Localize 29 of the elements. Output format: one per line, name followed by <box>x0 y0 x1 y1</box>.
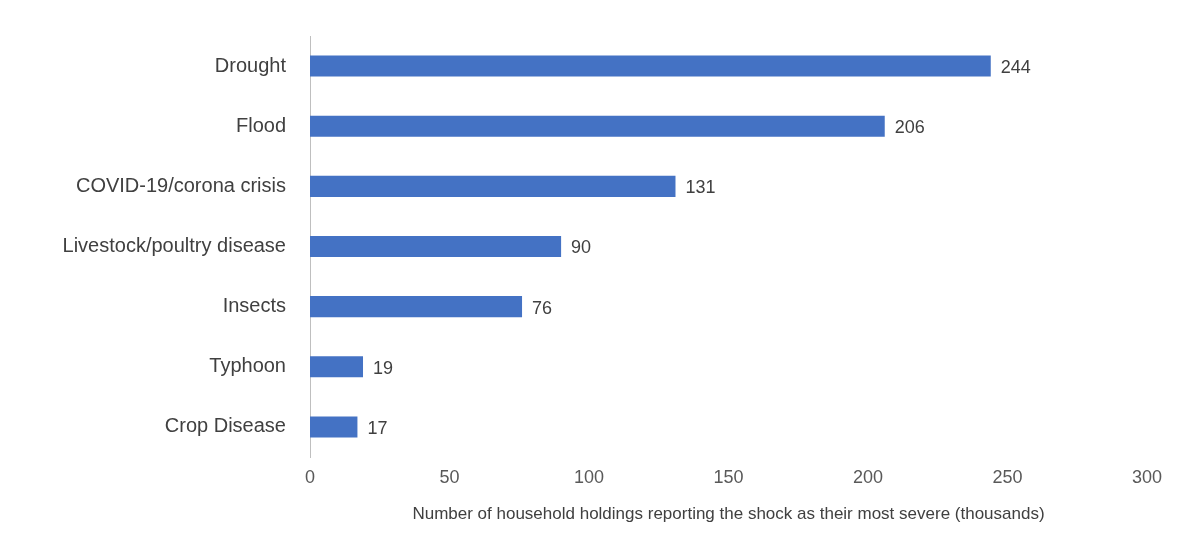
y-tick-label: Insects <box>222 294 286 317</box>
bar <box>310 296 523 318</box>
x-tick-label: 200 <box>852 466 884 487</box>
bar <box>310 416 358 438</box>
data-label: 244 <box>1000 57 1031 78</box>
data-label: 90 <box>571 237 592 258</box>
bar <box>310 115 885 137</box>
x-axis-title: Number of household holdings reporting the shock as their most severe (thousands) <box>412 504 1045 524</box>
data-label: 19 <box>373 357 394 378</box>
bar <box>310 356 364 378</box>
x-tick-label: 250 <box>992 466 1023 487</box>
data-label: 206 <box>894 117 925 138</box>
bar <box>310 175 676 197</box>
y-tick-label: Flood <box>235 113 286 136</box>
y-tick-label: Crop Disease <box>164 414 286 437</box>
x-tick-label: 100 <box>573 466 605 487</box>
data-label: 17 <box>367 417 388 438</box>
y-tick-label: Drought <box>214 53 287 76</box>
data-label: 131 <box>685 177 716 198</box>
y-tick-label: Typhoon <box>209 354 286 377</box>
bar <box>310 235 562 258</box>
x-tick-label: 0 <box>304 466 316 487</box>
x-tick-label: 50 <box>439 466 460 487</box>
bar <box>310 55 991 77</box>
x-tick-label: 300 <box>1131 466 1163 487</box>
x-tick-label: 150 <box>713 466 744 487</box>
data-label: 76 <box>532 297 553 318</box>
y-tick-label: Livestock/poultry disease <box>62 234 286 257</box>
y-tick-label: COVID-19/corona crisis <box>75 173 286 196</box>
